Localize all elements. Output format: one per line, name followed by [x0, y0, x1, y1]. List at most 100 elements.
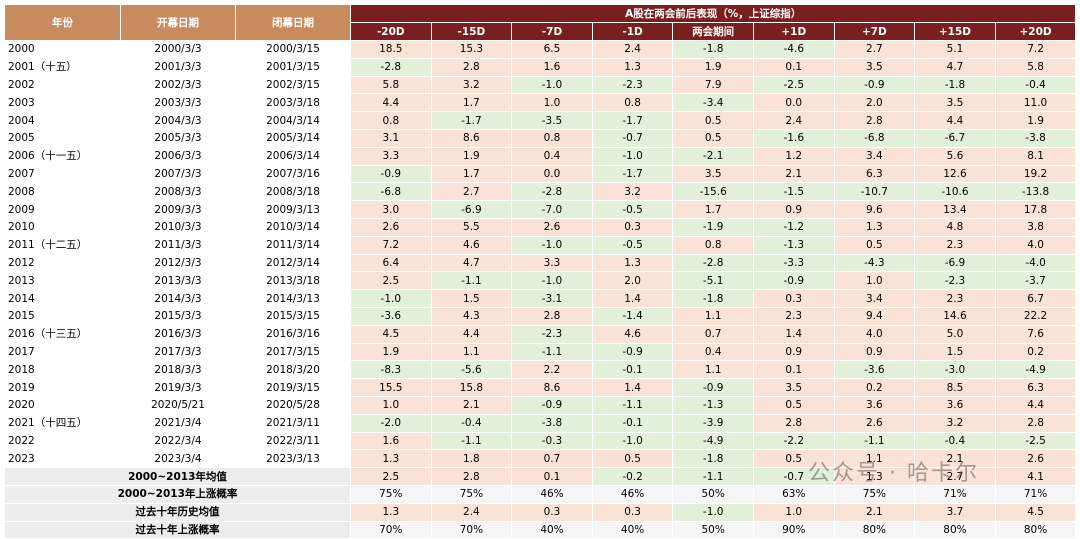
year-cell: 2003 [4, 93, 121, 113]
value-cell: -7.0 [511, 200, 593, 219]
value-cell: -13.8 [994, 182, 1077, 202]
value-cell: -1.7 [591, 164, 674, 184]
date-cell: 2001/3/3 [120, 57, 236, 77]
column-header: 闭幕日期 [235, 4, 351, 41]
value-cell: -1.1 [430, 271, 513, 291]
value-cell: 0.5 [591, 449, 674, 469]
value-cell: -5.1 [672, 271, 754, 291]
value-cell: 1.7 [672, 200, 754, 219]
date-cell: 2023/3/4 [120, 449, 236, 469]
value-cell: 8.6 [430, 128, 513, 148]
value-cell: 7.6 [994, 324, 1077, 344]
table-row: 2010 2010/3/3 2010/3/14 2.6 5.5 2.6 0.3 -1.9 -1.… [4, 217, 1077, 237]
value-cell: 1.5 [430, 289, 513, 308]
date-cell: 2003/3/3 [120, 93, 236, 113]
summary-value: -0.2 [591, 467, 674, 486]
date-cell: 2004/3/14 [235, 111, 351, 130]
value-cell: -3.1 [511, 289, 593, 308]
value-cell: 3.2 [591, 182, 674, 202]
date-cell: 2000/3/15 [235, 40, 351, 59]
data-table: 年份 开幕日期 闭幕日期 A股在两会前后表现（%，上证综指） -20D -15D -7D -… [4, 4, 1077, 539]
value-cell: 2.1 [752, 164, 835, 184]
value-cell: 15.3 [430, 40, 513, 59]
value-cell: -2.8 [350, 57, 432, 77]
value-cell: 0.8 [350, 111, 432, 130]
value-cell: 1.0 [511, 93, 593, 113]
value-cell: -2.0 [350, 413, 432, 433]
value-cell: -6.9 [914, 253, 996, 273]
value-cell: -0.9 [591, 342, 674, 362]
value-cell: -10.6 [914, 182, 996, 202]
value-cell: 13.4 [914, 200, 996, 219]
value-cell: 1.3 [591, 57, 674, 77]
table-row: 2019 2019/3/3 2019/3/15 15.5 15.8 8.6 1.4 -0.9 3… [4, 378, 1077, 397]
summary-row: 过去十年上涨概率 70% 70% 40% 40% 50% 90% 80% 80% 80% [4, 520, 1077, 539]
value-cell: 0.7 [511, 449, 593, 469]
value-cell: 15.5 [350, 378, 432, 397]
value-cell: 0.5 [833, 235, 916, 255]
date-cell: 2017/3/3 [120, 342, 236, 362]
value-cell: 1.2 [752, 146, 835, 166]
table-row: 2017 2017/3/3 2017/3/15 1.9 1.1 -1.1 -0.9 0.4 0.… [4, 342, 1077, 362]
date-cell: 2012/3/14 [235, 253, 351, 273]
value-cell: 4.4 [914, 111, 996, 130]
table-row: 2013 2013/3/3 2013/3/18 2.5 -1.1 -1.0 2.0 -5.1-… [4, 271, 1077, 291]
value-cell: -3.8 [511, 413, 593, 433]
value-cell: -1.0 [350, 289, 432, 308]
date-cell: 2020/5/21 [120, 395, 236, 415]
value-cell: -1.8 [672, 289, 754, 308]
value-cell: 4.7 [430, 253, 513, 273]
value-cell: 0.9 [752, 342, 835, 362]
value-cell: 1.9 [994, 111, 1077, 130]
value-cell: 3.8 [994, 217, 1077, 237]
year-cell: 2020 [4, 395, 121, 415]
summary-row: 2000~2013年上涨概率 75% 75% 46% 46% 50% 63% 75% 71% 71… [4, 484, 1077, 504]
value-cell: 0.4 [672, 342, 754, 362]
value-cell: 1.6 [511, 57, 593, 77]
value-cell: 5.8 [994, 57, 1077, 77]
period-header: +1D [752, 22, 835, 41]
value-cell: -3.7 [994, 271, 1077, 291]
value-cell: 0.8 [591, 93, 674, 113]
year-cell: 2001（十五） [4, 57, 121, 77]
value-cell: 3.6 [914, 395, 996, 415]
summary-value: 50% [672, 484, 754, 504]
value-cell: 4.4 [994, 395, 1077, 415]
value-cell: 1.4 [752, 324, 835, 344]
value-cell: 0.9 [752, 200, 835, 219]
value-cell: 4.3 [430, 306, 513, 326]
date-cell: 2006/3/3 [120, 146, 236, 166]
value-cell: 9.6 [833, 200, 916, 219]
date-cell: 2008/3/18 [235, 182, 351, 202]
value-cell: 2.7 [430, 182, 513, 202]
value-cell: 1.9 [430, 146, 513, 166]
summary-label: 过去十年历史均值 [4, 502, 351, 522]
date-cell: 2000/3/3 [120, 40, 236, 59]
column-header: 年份 [4, 4, 121, 41]
table-row: 2018 2018/3/3 2018/3/20 -8.3 -5.6 2.2 -0.1 1.1 0… [4, 360, 1077, 380]
year-cell: 2009 [4, 200, 121, 219]
year-cell: 2014 [4, 289, 121, 308]
value-cell: -1.9 [672, 217, 754, 237]
value-cell: 4.6 [430, 235, 513, 255]
table-row: 2016（十三五） 2016/3/3 2016/3/16 4.5 4.4 -2.3 4.6 0… [4, 324, 1077, 344]
value-cell: 1.9 [350, 342, 432, 362]
value-cell: 1.3 [350, 449, 432, 469]
date-cell: 2012/3/3 [120, 253, 236, 273]
value-cell: 3.1 [350, 128, 432, 148]
summary-value: 75% [350, 484, 432, 504]
date-cell: 2018/3/20 [235, 360, 351, 380]
value-cell: -1.7 [430, 111, 513, 130]
date-cell: 2015/3/3 [120, 306, 236, 326]
value-cell: 6.5 [511, 40, 593, 59]
value-cell: 2.8 [511, 306, 593, 326]
summary-value: 80% [914, 520, 996, 539]
year-cell: 2017 [4, 342, 121, 362]
value-cell: 2.3 [914, 235, 996, 255]
summary-label: 2000~2013年上涨概率 [4, 484, 351, 504]
value-cell: 4.8 [914, 217, 996, 237]
date-cell: 2022/3/4 [120, 431, 236, 451]
value-cell: -3.6 [833, 360, 916, 380]
value-cell: 3.5 [752, 378, 835, 397]
summary-value: 1.0 [752, 502, 835, 522]
